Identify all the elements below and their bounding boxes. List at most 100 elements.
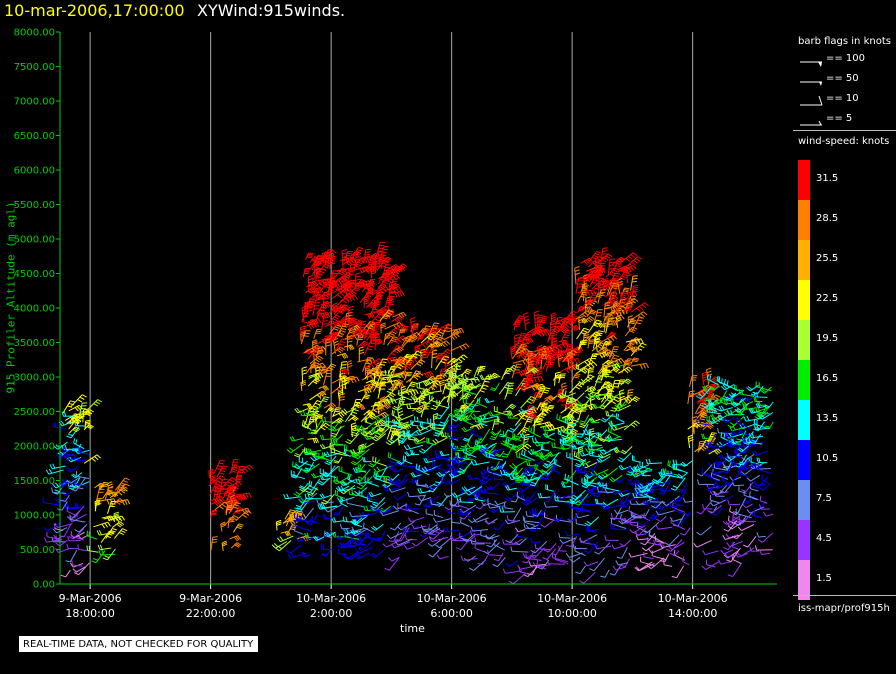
wind-barb-feather (376, 408, 381, 413)
wind-barb-feather (366, 257, 370, 263)
wind-barb-feather (389, 376, 393, 382)
wind-barb (332, 316, 346, 329)
wind-barb-feather (306, 256, 312, 259)
wind-barb-feather (470, 526, 473, 532)
wind-barb (74, 481, 90, 489)
wind-barb-feather (360, 326, 366, 329)
wind-barb-feather (117, 499, 123, 504)
wind-barb-feather (122, 528, 128, 532)
wind-barb-feather (490, 435, 497, 439)
wind-barb-feather (543, 502, 547, 508)
wind-barb-feather (394, 432, 400, 435)
wind-barb-feather (340, 287, 345, 293)
wind-barb-feather (339, 398, 345, 401)
wind-barb-feather (54, 489, 60, 492)
wind-barb-feather (493, 527, 499, 531)
wind-barb-feather (524, 321, 530, 325)
wind-barb-feather (120, 530, 126, 534)
wind-barb-feather (470, 489, 476, 493)
wind-barb-feather (454, 329, 460, 333)
wind-barb-feather (106, 516, 111, 522)
wind-barb-feather (491, 508, 497, 512)
wind-barb-feather (333, 340, 339, 344)
wind-barb-feather (460, 328, 465, 333)
wind-barb-feather (428, 345, 434, 349)
wind-barb-feather (295, 536, 299, 542)
wind-barb (544, 435, 556, 441)
wind-barb-feather (542, 557, 548, 560)
wind-barb-feather (386, 271, 392, 275)
wind-barb-feather (382, 543, 387, 548)
wind-barb (403, 465, 418, 468)
wind-barb-feather (304, 532, 307, 538)
wind-barb-feather (422, 343, 427, 348)
wind-barb-feather (493, 372, 499, 377)
wind-barb-feather (340, 377, 346, 380)
wind-barb (236, 464, 250, 474)
wind-barb-feather (375, 339, 379, 345)
wind-barb-feather (221, 540, 227, 544)
wind-barb-feather (402, 455, 405, 461)
wind-barb-feather (373, 370, 378, 375)
wind-barb-feather (323, 303, 328, 309)
wind-barb-feather (397, 428, 403, 431)
wind-barb-feather (350, 328, 356, 331)
wind-barb-feather (249, 464, 254, 469)
wind-barb-feather (325, 254, 331, 259)
wind-barb-feather (426, 331, 432, 335)
wind-barb-feather (302, 536, 307, 542)
wind-barb (87, 550, 99, 553)
wind-barb-feather (380, 402, 385, 408)
wind-barb-feather (556, 414, 558, 420)
wind-barb-feather (359, 268, 363, 274)
wind-barb-feather (352, 467, 356, 473)
wind-barb-feather (346, 314, 352, 317)
wind-barb-feather (51, 487, 54, 493)
wind-barb-feather (386, 465, 392, 470)
wind-barb-feather (342, 258, 348, 262)
wind-barb-feather (220, 459, 226, 462)
wind-barb (70, 477, 80, 484)
wind-barb-feather (382, 400, 387, 405)
wind-barb-feather (445, 372, 451, 376)
wind-barb-feather (108, 515, 112, 521)
wind-barb-feather (63, 411, 67, 417)
wind-barb-feather (323, 286, 329, 288)
wind-barb-feather (428, 489, 434, 493)
wind-barb-feather (337, 486, 341, 492)
wind-barb (480, 428, 491, 444)
wind-barb-feather (372, 525, 378, 530)
wind-barb-feather (73, 438, 76, 444)
wind-barb-feather (467, 474, 471, 480)
wind-barb (323, 370, 328, 386)
wind-barb-feather (530, 529, 536, 532)
wind-barb-feather (229, 488, 235, 493)
wind-barb-feather (323, 514, 327, 520)
wind-barb (388, 557, 400, 571)
wind-barb-feather (60, 420, 65, 426)
wind-barb-feather (321, 554, 327, 557)
wind-barb-feather (363, 456, 366, 462)
wind-barb-feather (349, 345, 354, 350)
wind-barb-feather (442, 468, 448, 473)
wind-barb-feather (443, 341, 448, 347)
wind-barb-feather (45, 469, 50, 475)
wind-barb-feather (122, 485, 128, 489)
wind-barb-feather (341, 354, 346, 359)
wind-barb-feather (120, 482, 126, 486)
wind-barb-feather (521, 449, 523, 455)
wind-barb (400, 521, 415, 531)
wind-barb-feather (360, 404, 365, 410)
wind-barb-feather (318, 318, 322, 324)
wind-barb (376, 510, 387, 514)
wind-barb-feather (304, 493, 307, 499)
wind-barb-feather (308, 289, 313, 294)
wind-barb-feather (349, 273, 355, 276)
wind-barb-feather (436, 501, 442, 505)
wind-barb (329, 447, 345, 455)
wind-barb-feather (410, 472, 414, 478)
wind-barb-feather (335, 487, 340, 492)
wind-barb-feather (54, 498, 59, 503)
wind-barb-feather (234, 504, 240, 507)
wind-barb (486, 456, 504, 461)
